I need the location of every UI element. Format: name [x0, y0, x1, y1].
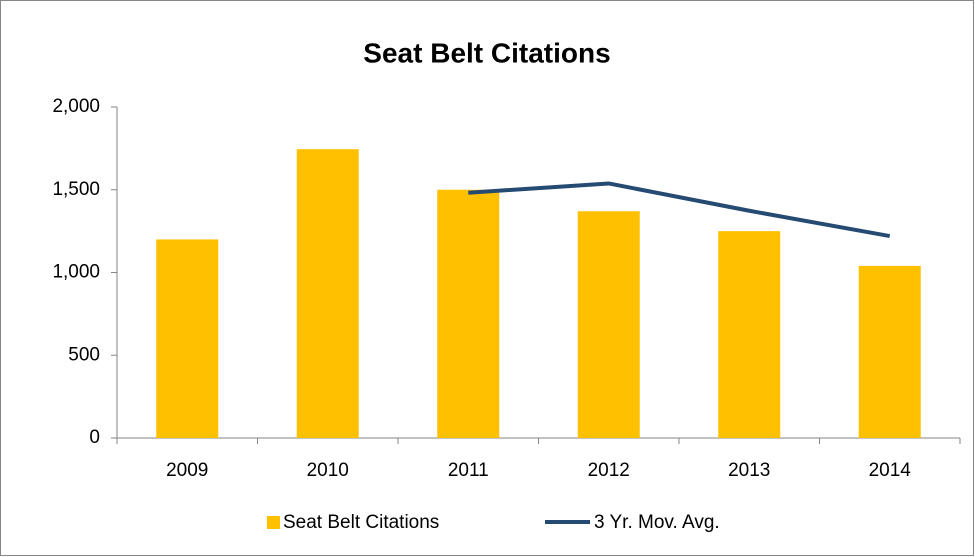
- y-tick-label: 2,000: [52, 96, 100, 117]
- legend-swatch: [267, 516, 280, 529]
- bar: [296, 149, 359, 438]
- x-tick-label: 2012: [588, 460, 630, 481]
- x-tick-label: 2010: [307, 460, 349, 481]
- chart-title: Seat Belt Citations: [363, 37, 610, 68]
- x-tick-label: 2014: [869, 460, 912, 481]
- legend-label: Seat Belt Citations: [283, 512, 439, 533]
- y-tick-label: 0: [89, 427, 100, 448]
- bar: [437, 189, 500, 438]
- x-tick-label: 2013: [728, 460, 770, 481]
- legend-label: 3 Yr. Mov. Avg.: [594, 512, 720, 533]
- y-tick-label: 1,500: [52, 179, 100, 200]
- y-tick-label: 1,000: [52, 262, 100, 283]
- line: [468, 181, 891, 239]
- y-tick-label: 500: [68, 344, 100, 365]
- bar: [858, 265, 921, 438]
- bar: [156, 239, 219, 438]
- bar: [718, 231, 781, 438]
- bar: [577, 211, 640, 438]
- x-tick-label: 2011: [448, 460, 489, 481]
- x-tick-label: 2009: [166, 460, 208, 481]
